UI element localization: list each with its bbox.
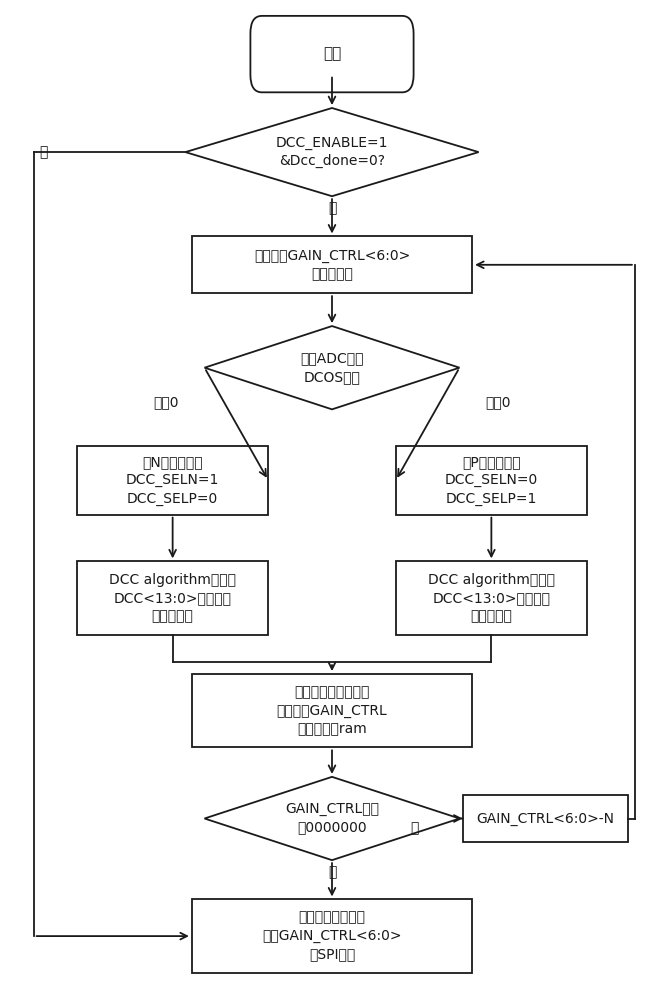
Text: 向N端注入电流
DCC_SELN=1
DCC_SELP=0: 向N端注入电流 DCC_SELN=1 DCC_SELP=0 (126, 455, 219, 506)
Text: GAIN_CTRL<6:0>-N: GAIN_CTRL<6:0>-N (477, 812, 615, 826)
Bar (192, 236, 472, 293)
Polygon shape (205, 326, 459, 409)
Text: 向P端注入电流
DCC_SELN=0
DCC_SELP=1: 向P端注入电流 DCC_SELN=0 DCC_SELP=1 (445, 455, 538, 506)
Text: DCC algorithm控制位
DCC<13:0>使用二分
法进行校正: DCC algorithm控制位 DCC<13:0>使用二分 法进行校正 (428, 573, 555, 623)
Bar (192, 899, 472, 973)
Text: 是: 是 (328, 865, 336, 879)
Bar (396, 446, 587, 515)
Text: 否: 否 (40, 145, 48, 159)
FancyBboxPatch shape (250, 16, 414, 92)
Text: 是: 是 (328, 201, 336, 215)
Text: DCC algorithm控制位
DCC<13:0>使用二分
法进行校正: DCC algorithm控制位 DCC<13:0>使用二分 法进行校正 (109, 573, 236, 623)
Text: 增益配置GAIN_CTRL<6:0>
设置为最大: 增益配置GAIN_CTRL<6:0> 设置为最大 (254, 249, 410, 281)
Text: 开始: 开始 (323, 47, 341, 62)
Polygon shape (205, 777, 459, 860)
Bar (463, 795, 628, 842)
Text: 将最佳直流失调校正
配置对应GAIN_CTRL
设置值写入ram: 将最佳直流失调校正 配置对应GAIN_CTRL 设置值写入ram (277, 685, 387, 736)
Text: 大于0: 大于0 (153, 395, 179, 409)
Bar (77, 561, 268, 635)
Text: 直流失调校准完成
释放GAIN_CTRL<6:0>
为SPI控制: 直流失调校准完成 释放GAIN_CTRL<6:0> 为SPI控制 (262, 911, 402, 962)
Text: GAIN_CTRL是否
为0000000: GAIN_CTRL是否 为0000000 (285, 802, 379, 835)
Bar (396, 561, 587, 635)
Bar (77, 446, 268, 515)
Text: 检测ADC输出
DCOS极性: 检测ADC输出 DCOS极性 (300, 352, 364, 384)
Polygon shape (185, 108, 479, 196)
Bar (192, 674, 472, 747)
Text: 否: 否 (410, 821, 419, 835)
Text: 小于0: 小于0 (485, 395, 511, 409)
Text: DCC_ENABLE=1
&Dcc_done=0?: DCC_ENABLE=1 &Dcc_done=0? (276, 136, 388, 168)
